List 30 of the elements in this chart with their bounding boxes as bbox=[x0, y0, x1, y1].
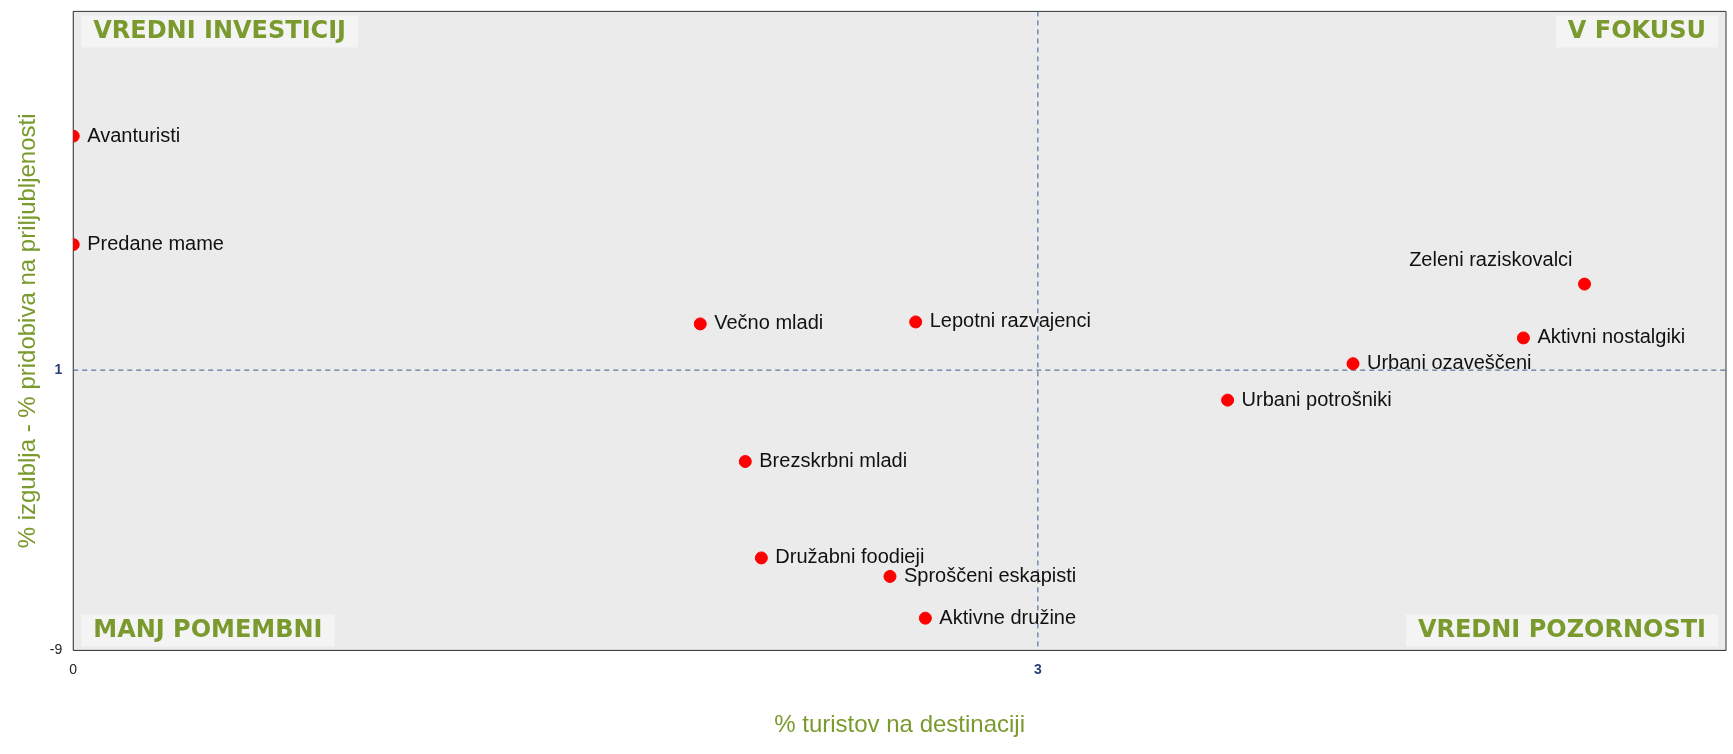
annotation: VREDNI POZORNOSTI bbox=[1417, 614, 1706, 643]
x-tick-label: 3 bbox=[1033, 660, 1042, 677]
point bbox=[693, 317, 707, 331]
point bbox=[883, 569, 897, 583]
data-label: Lepotni razvajenci bbox=[929, 309, 1091, 332]
point bbox=[1578, 277, 1592, 291]
data-label: Predane mame bbox=[87, 232, 224, 255]
annotation: VREDNI INVESTICIJ bbox=[93, 15, 347, 44]
data-label: Zeleni raziskovalci bbox=[1409, 247, 1573, 270]
data-label: Aktivni nostalgiki bbox=[1537, 325, 1686, 348]
y-tick-label: 1 bbox=[54, 361, 63, 377]
data-label: Avanturisti bbox=[87, 123, 181, 146]
point bbox=[1516, 331, 1530, 345]
annotation: V FOKUSU bbox=[1567, 15, 1706, 44]
data-label: Brezskrbni mladi bbox=[759, 449, 908, 472]
point bbox=[738, 455, 752, 468]
data-label: Aktivne družine bbox=[939, 605, 1077, 628]
point bbox=[1221, 393, 1235, 407]
y-axis-title: % izgublja - % pridobiva na priljubljenosti bbox=[13, 113, 41, 549]
point bbox=[918, 611, 932, 625]
data-label: Urbani potrošniki bbox=[1241, 387, 1392, 410]
point bbox=[1346, 357, 1360, 371]
x-axis-title: % turistov na destinaciji bbox=[774, 710, 1026, 738]
point bbox=[754, 551, 768, 565]
x-tick-label: 0 bbox=[69, 660, 78, 677]
point bbox=[909, 315, 923, 329]
data-label: Večno mladi bbox=[714, 311, 824, 334]
annotation: MANJ POMEMBNI bbox=[93, 614, 323, 643]
data-label: Urbani ozaveščeni bbox=[1367, 351, 1532, 374]
y-tick-label: -9 bbox=[49, 641, 63, 658]
